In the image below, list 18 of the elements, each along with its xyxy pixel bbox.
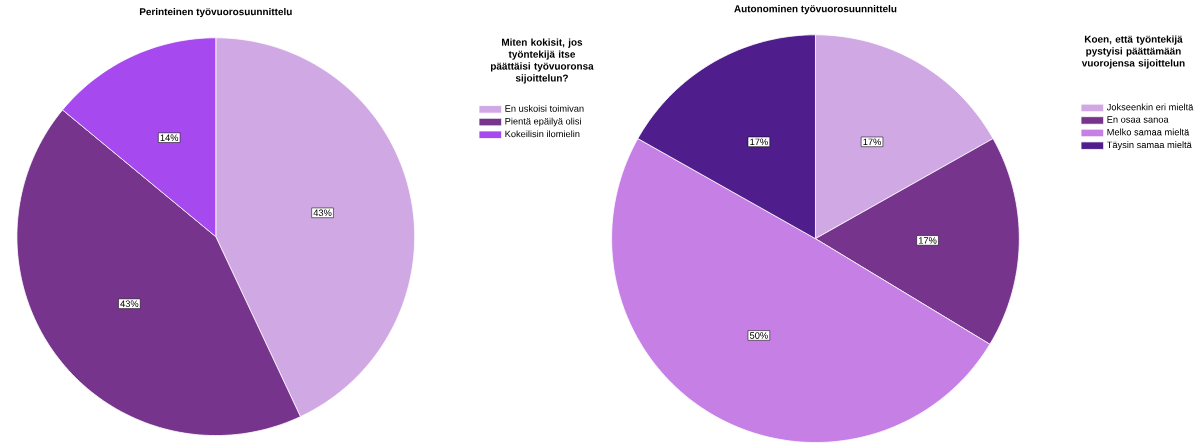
legend-label: Kokeilisin ilomielin <box>505 130 580 138</box>
legend-label: Melko samaa mieltä <box>1107 128 1190 136</box>
legend-label: En osaa sanoa <box>1107 116 1169 123</box>
chart-title: Autonominen työvuorosuunnittelu <box>734 5 897 15</box>
data-label: 43% <box>120 300 139 308</box>
legend-label: En uskoisi toimivan <box>505 105 584 113</box>
legend-label: Jokseenkin eri mieltä <box>1106 103 1194 111</box>
data-label: 17% <box>750 138 768 146</box>
legend-title: Koen, että työntekijä pystyisi päättämään vuorojensa sijoittelun <box>1081 35 1185 69</box>
data-label: 17% <box>863 138 881 146</box>
legend-title: Miten kokisit, jos työntekijä itse päättäisi työvuoronsa sijoittelun? <box>490 38 594 84</box>
data-label: 43% <box>313 209 332 217</box>
data-label: 50% <box>749 332 768 339</box>
legend-label: Täysin samaa mieltä <box>1106 141 1192 151</box>
data-label: 17% <box>918 237 937 244</box>
data-label: 14% <box>160 134 179 142</box>
legend-label: Pientä epäilyä olisi <box>505 117 581 127</box>
chart-title: Perinteinen työvuorosuunnittelu <box>139 8 292 18</box>
